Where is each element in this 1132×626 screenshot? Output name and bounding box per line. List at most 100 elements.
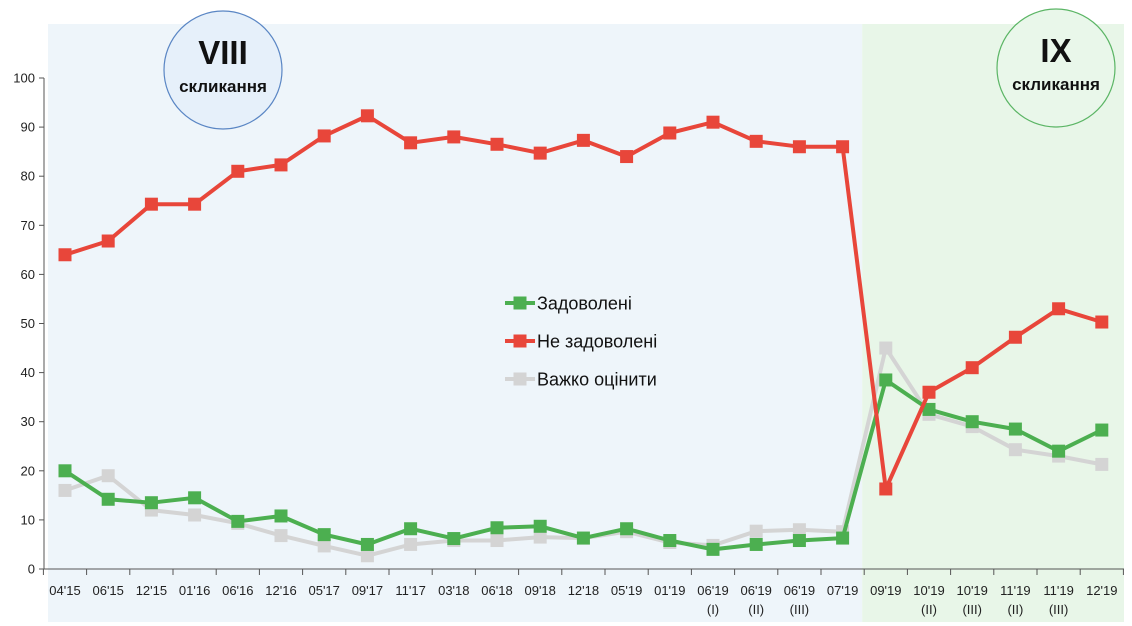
period-subtitle: скликання — [179, 77, 267, 96]
legend-label: Не задоволені — [537, 332, 657, 352]
data-point — [188, 491, 202, 505]
data-point — [965, 415, 979, 429]
data-point — [1095, 457, 1109, 471]
data-point — [922, 402, 936, 416]
x-tick-label: 11'19 — [1043, 583, 1073, 598]
data-point — [965, 361, 979, 375]
period-title: VIII — [198, 34, 248, 71]
data-point — [447, 130, 461, 144]
data-point — [231, 164, 245, 178]
y-tick-label: 70 — [21, 218, 35, 233]
x-tick-label: 05'17 — [308, 583, 339, 598]
data-point — [792, 534, 806, 548]
data-point — [533, 146, 547, 160]
data-point — [58, 483, 72, 497]
legend-item-hard-to-say: Важко оцінити — [505, 370, 657, 390]
data-point — [447, 532, 461, 546]
data-point — [836, 140, 850, 154]
data-point — [576, 531, 590, 545]
x-tick-label: 01'16 — [179, 583, 210, 598]
data-point — [144, 496, 158, 510]
data-point — [792, 140, 806, 154]
data-point — [663, 126, 677, 140]
data-point — [360, 549, 374, 563]
legend-item-not-satisfied: Не задоволені — [505, 332, 657, 352]
data-point — [620, 522, 634, 536]
data-point — [706, 115, 720, 129]
period-subtitle: скликання — [1012, 75, 1100, 94]
data-point — [1095, 423, 1109, 437]
y-tick-label: 50 — [21, 316, 35, 331]
period-badges: VIII скликання IX скликання — [163, 8, 1116, 130]
data-point — [404, 537, 418, 551]
data-point — [1008, 443, 1022, 457]
period-badge-ix: IX скликання — [996, 8, 1116, 128]
y-tick-label: 80 — [21, 169, 35, 184]
data-point — [144, 197, 158, 211]
legend-swatch-marker — [513, 296, 527, 310]
data-point — [404, 522, 418, 536]
period-badge-viii: VIII скликання — [163, 10, 283, 130]
data-point — [274, 509, 288, 523]
data-point — [1095, 315, 1109, 329]
period-viii-background — [48, 24, 863, 622]
data-point — [749, 524, 763, 538]
y-tick-label: 10 — [21, 512, 35, 527]
period-badge-circle — [163, 10, 283, 130]
y-tick-label: 0 — [28, 562, 35, 577]
data-point — [101, 469, 115, 483]
x-tick-label: 12'18 — [568, 583, 599, 598]
period-ix-background — [862, 24, 1124, 622]
data-point — [576, 133, 590, 147]
x-tick-label: 11'19 — [1000, 583, 1030, 598]
data-point — [317, 528, 331, 542]
data-point — [317, 129, 331, 143]
x-tick-label: 07'19 — [827, 583, 858, 598]
data-point — [1052, 302, 1066, 316]
legend-label: Важко оцінити — [537, 370, 657, 390]
x-tick-label: 06'19 — [740, 583, 771, 598]
x-tick-label: 09'17 — [352, 583, 383, 598]
data-point — [274, 529, 288, 543]
data-point — [749, 537, 763, 551]
data-point — [706, 542, 720, 556]
x-tick-label: 12'19 — [1086, 583, 1117, 598]
data-point — [749, 134, 763, 148]
x-tick-sublabel: (III) — [790, 602, 810, 617]
legend: Задоволені Не задоволені Важко оцінити — [505, 294, 657, 390]
x-tick-sublabel: (I) — [707, 602, 719, 617]
data-point — [879, 341, 893, 355]
data-point — [101, 492, 115, 506]
x-tick-label: 10'19 — [913, 583, 944, 598]
data-point — [533, 519, 547, 533]
data-point — [58, 464, 72, 478]
data-point — [490, 137, 504, 151]
x-tick-label: 11'17 — [395, 583, 425, 598]
legend-swatch-marker — [513, 372, 527, 386]
series-not-satisfied — [58, 109, 1109, 496]
data-point — [274, 158, 288, 172]
series-satisfied — [58, 373, 1109, 556]
data-point — [879, 373, 893, 387]
period-badge-circle — [996, 8, 1116, 128]
data-point — [188, 508, 202, 522]
period-backgrounds — [48, 24, 1124, 622]
data-point — [58, 248, 72, 262]
data-point — [360, 537, 374, 551]
x-tick-label: 04'15 — [49, 583, 80, 598]
x-tick-sublabel: (II) — [1007, 602, 1023, 617]
data-point — [1008, 422, 1022, 436]
data-point — [101, 234, 115, 248]
x-tick-label: 06'16 — [222, 583, 253, 598]
y-tick-label: 100 — [13, 71, 35, 86]
data-point — [836, 531, 850, 545]
data-point — [792, 523, 806, 537]
legend-swatch-marker — [513, 334, 527, 348]
data-point — [231, 514, 245, 528]
x-tick-label: 09'19 — [870, 583, 901, 598]
x-tick-label: 12'16 — [265, 583, 296, 598]
data-point — [490, 521, 504, 535]
x-tick-sublabel: (III) — [962, 602, 982, 617]
